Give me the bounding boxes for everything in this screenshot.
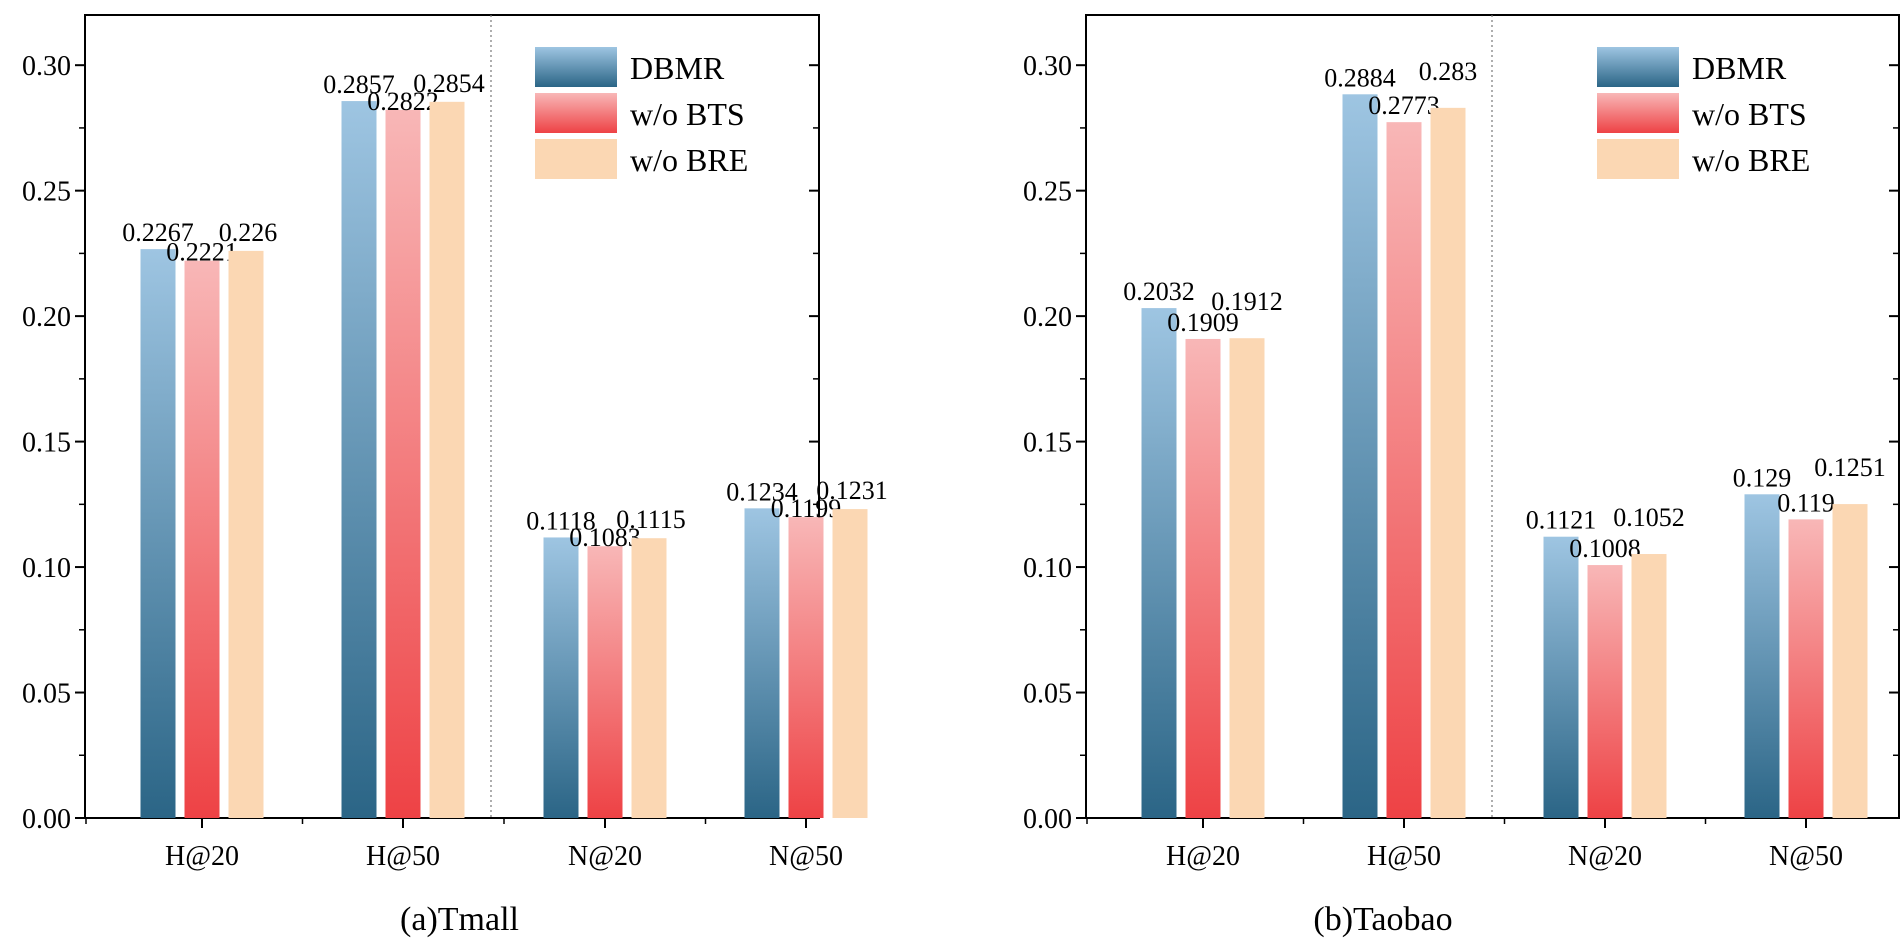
bar-wobts-Hat20 [1185,338,1221,818]
bar-dbmr-Nat20 [1543,536,1579,818]
y-tick-label: 0.30 [1023,51,1072,82]
legend-swatch-1 [535,93,617,133]
data-label: 0.2854 [413,69,485,98]
legend-label: w/o BTS [630,96,745,132]
y-tick-label: 0.05 [22,679,71,710]
y-tick-label: 0.30 [22,51,71,82]
data-label: 0.129 [1733,463,1792,492]
legend-label: DBMR [630,50,725,86]
data-label: 0.2267 [122,218,194,247]
x-tick-label: N@20 [568,841,642,872]
bar-dbmr-Hat20 [140,249,176,818]
x-tick-label: H@20 [165,841,239,872]
data-label: 0.1251 [1814,453,1886,482]
bar-dbmr-Nat50 [1744,494,1780,818]
data-label: 0.2773 [1368,91,1440,120]
bar-wobts-Nat20 [1587,565,1623,818]
data-label: 0.1121 [1526,506,1597,535]
bar-wobre-Nat50 [1832,504,1868,818]
bar-wobts-Hat50 [1386,122,1422,818]
data-label: 0.2032 [1123,277,1195,306]
data-label: 0.2822 [367,87,439,116]
data-label: 0.2884 [1324,63,1396,92]
data-label: 0.1115 [616,505,686,534]
legend-swatch-1 [1597,93,1679,133]
data-label: 0.2221 [166,238,238,267]
bar-wobre-Hat50 [1430,107,1466,819]
x-tick-label: H@20 [1166,841,1240,872]
x-tick-label: H@50 [366,841,440,872]
data-label: 0.1118 [526,506,596,535]
bar-wobts-Nat50 [1788,519,1824,818]
y-tick-label: 0.20 [22,302,71,333]
y-tick-label: 0.00 [22,804,71,835]
legend-label: w/o BTS [1692,96,1807,132]
data-label: 0.1234 [726,477,798,506]
bar-wobre-Hat20 [1229,338,1265,818]
data-label: 0.1083 [569,523,641,552]
data-label: 0.1909 [1167,308,1239,337]
bar-wobts-Hat50 [385,109,421,819]
chart-title-btaobao: (b)Taobao [1313,901,1452,938]
bar-dbmr-Nat20 [543,537,579,818]
data-label: 0.119 [1777,488,1835,517]
bar-wobts-Nat50 [788,517,824,818]
y-tick-label: 0.10 [1023,553,1072,584]
x-tick-label: N@20 [1568,841,1642,872]
y-tick-label: 0.00 [1023,804,1072,835]
bar-dbmr-Hat20 [1141,308,1177,818]
bar-wobre-Hat20 [228,250,264,819]
data-label: 0.1199 [771,494,842,523]
bar-wobre-Nat20 [1631,554,1667,818]
y-tick-label: 0.25 [22,177,71,208]
y-tick-label: 0.15 [22,428,71,459]
y-tick-label: 0.20 [1023,302,1072,333]
chart-title-atmall: (a)Tmall [400,901,519,938]
y-tick-label: 0.15 [1023,428,1072,459]
legend-label: w/o BRE [1692,142,1810,178]
data-label: 0.1912 [1211,287,1283,316]
data-label: 0.1231 [816,476,888,505]
bar-dbmr-Hat50 [341,101,377,819]
legend-swatch-0 [535,47,617,87]
legend-label: w/o BRE [630,142,748,178]
bar-wobts-Nat20 [587,546,623,818]
bar-wobts-Hat20 [184,260,220,818]
bar-dbmr-Nat50 [744,508,780,818]
data-label: 0.283 [1419,57,1478,86]
data-label: 0.2857 [323,70,395,99]
y-tick-label: 0.10 [22,553,71,584]
legend-label: DBMR [1692,50,1787,86]
data-label: 0.226 [219,218,278,247]
legend-swatch-2 [1597,139,1679,179]
bar-wobre-Nat20 [631,538,667,818]
y-tick-label: 0.25 [1023,177,1072,208]
data-label: 0.1052 [1613,503,1685,532]
bar-wobre-Hat50 [429,101,465,819]
x-tick-label: N@50 [1769,841,1843,872]
bar-wobre-Nat50 [832,509,868,818]
x-tick-label: H@50 [1367,841,1441,872]
y-tick-label: 0.05 [1023,679,1072,710]
chart-panel-taobao: 0.00 0.05 0.10 0.15 0.20 0.25 0.30 H@20 H@50 N@20… [1023,14,1900,938]
chart-panel-tmall: 0.00 0.05 0.10 0.15 0.20 0.25 0.30 H@20 H@50 N@20… [22,14,888,938]
x-tick-label: N@50 [769,841,843,872]
legend-swatch-0 [1597,47,1679,87]
bar-dbmr-Hat50 [1342,94,1378,818]
legend-swatch-2 [535,139,617,179]
data-label: 0.1008 [1569,534,1641,563]
